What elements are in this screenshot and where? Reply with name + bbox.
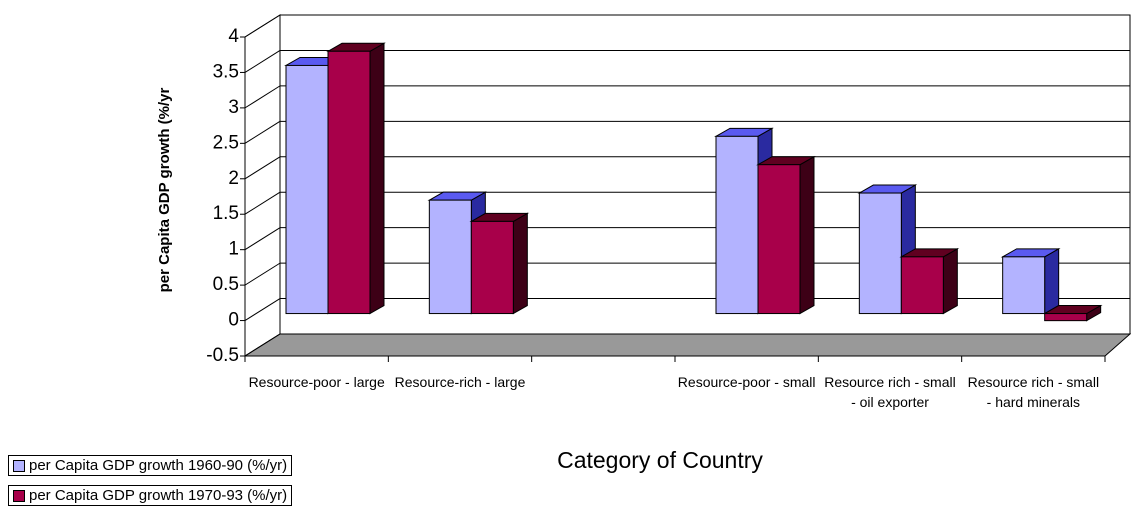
legend-label: per Capita GDP growth 1970-93 (%/yr) — [29, 487, 288, 504]
bar — [1002, 256, 1046, 315]
grid-line — [244, 156, 281, 180]
bar — [285, 64, 329, 315]
bar — [470, 220, 514, 315]
bar — [1044, 313, 1088, 322]
bar-side — [799, 155, 815, 315]
y-tick-label: 0 — [228, 310, 239, 331]
bar-side — [1044, 247, 1060, 315]
side-wall — [244, 14, 281, 357]
x-axis-label: Category of Country — [557, 447, 763, 473]
y-tick-label: 2.5 — [213, 132, 239, 153]
legend-swatch — [13, 489, 25, 502]
bar — [428, 199, 472, 315]
y-tick-label: 4 — [228, 26, 239, 47]
y-tick-label: 3.5 — [213, 61, 239, 82]
grid-line — [244, 14, 281, 38]
bar — [900, 256, 944, 315]
legend-item: per Capita GDP growth 1970-93 (%/yr) — [8, 485, 293, 506]
bar — [327, 50, 371, 315]
grid-line — [244, 191, 281, 215]
y-axis-label: per Capita GDP growth (%/yr — [156, 87, 173, 292]
floor — [243, 333, 1131, 357]
y-tick-label: 0.5 — [213, 274, 239, 295]
x-tick-label: Resource-poor - large — [248, 374, 385, 390]
x-tick-label: Resource-rich - large — [394, 374, 526, 390]
y-tick-label: 3 — [228, 97, 239, 118]
grid-line — [244, 262, 281, 286]
y-tick-label: -0.5 — [206, 345, 239, 366]
y-tick-label: 1 — [228, 239, 239, 260]
grid-line — [244, 333, 281, 357]
x-tick-label: Resource-poor - small — [677, 374, 816, 390]
grid-line — [244, 298, 281, 321]
bar-side — [942, 247, 958, 315]
bar — [715, 135, 759, 315]
bar — [858, 192, 902, 315]
y-tick-label: 2 — [228, 168, 239, 189]
bar — [757, 164, 801, 315]
bar-side — [369, 42, 385, 315]
grid-line — [244, 85, 281, 109]
grid-line — [244, 227, 281, 251]
legend-label: per Capita GDP growth 1960-90 (%/yr) — [29, 457, 288, 474]
legend-swatch — [13, 459, 25, 472]
y-tick-label: 1.5 — [213, 203, 239, 224]
legend-item: per Capita GDP growth 1960-90 (%/yr) — [8, 455, 293, 476]
grid-line — [244, 50, 281, 73]
x-tick-label: Resource rich - small - hard minerals — [967, 374, 1100, 410]
grid-line — [244, 120, 281, 144]
x-tick-label: Resource rich - small - oil exporter — [824, 374, 956, 410]
bar-side — [512, 212, 528, 315]
